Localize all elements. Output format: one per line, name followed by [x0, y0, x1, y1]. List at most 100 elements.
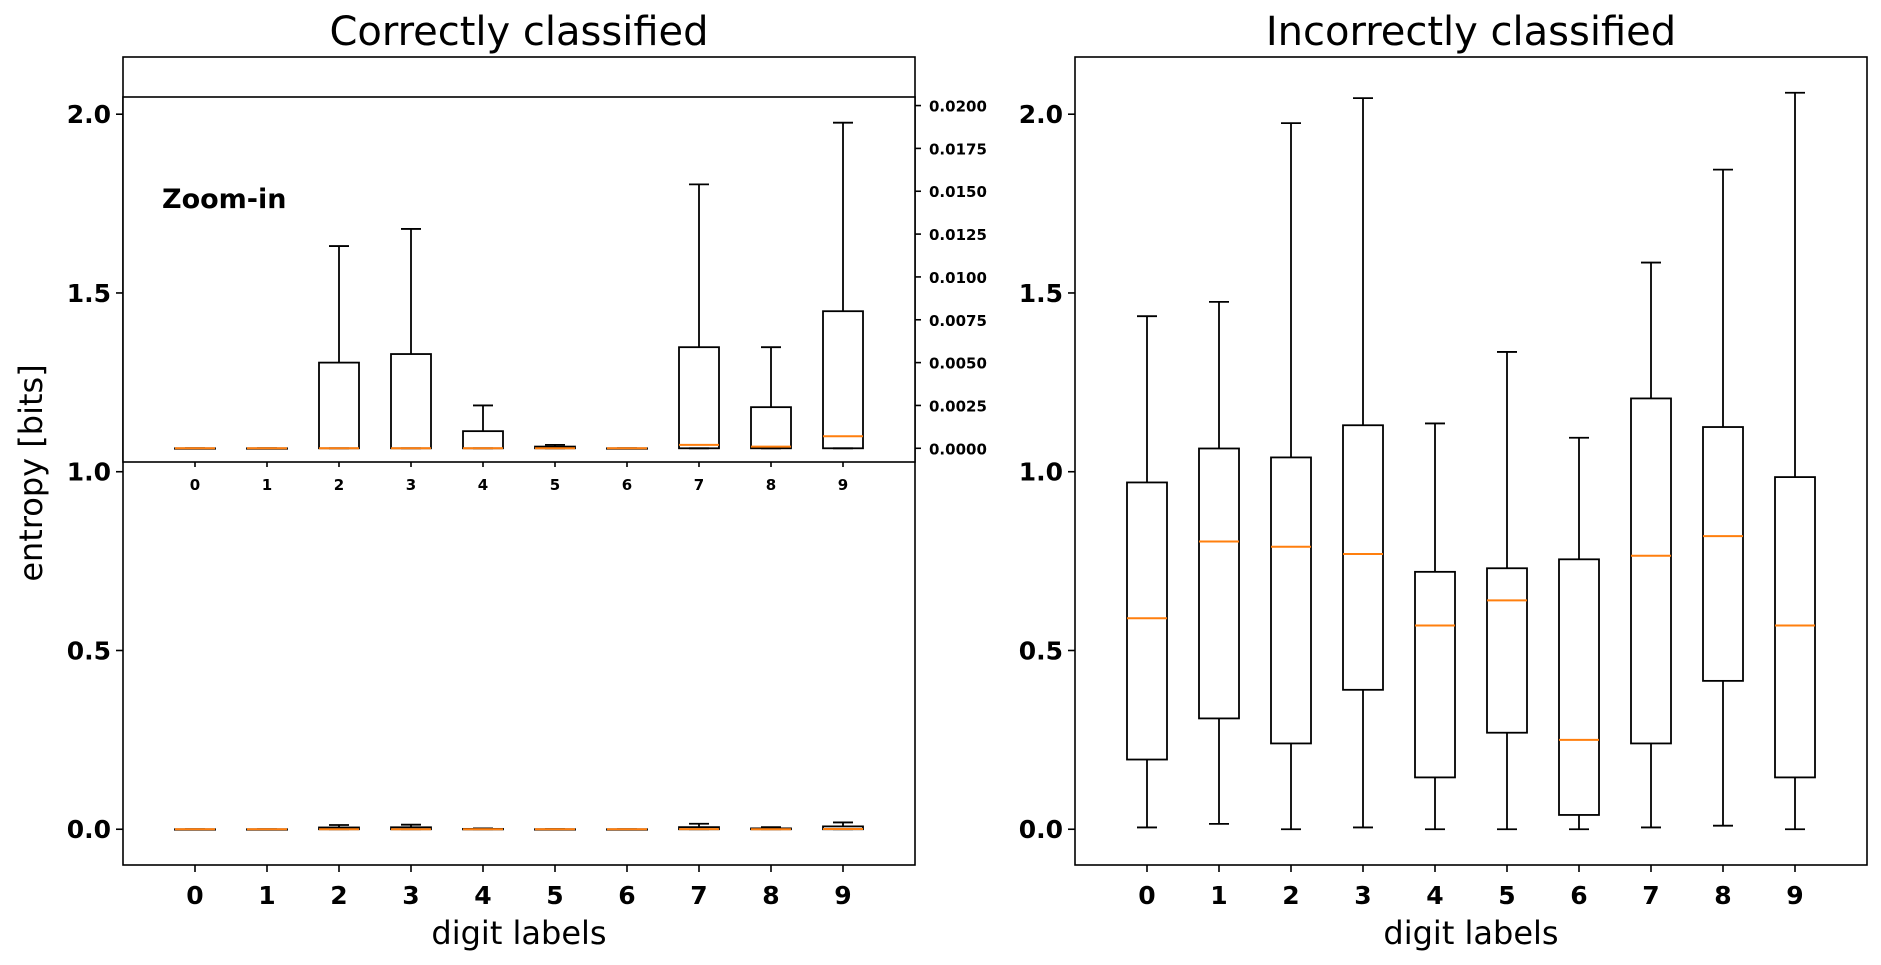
inset-x-tick-label: 6 [622, 476, 632, 494]
inset-box-digit-5 [534, 443, 576, 450]
box-digit-9 [822, 821, 864, 831]
inset-y-tick-label: 0.0125 [929, 226, 987, 244]
inset-iqr-box [750, 406, 792, 450]
zoom-in-annotation: Zoom-in [162, 184, 287, 215]
inset-iqr-box [678, 346, 720, 450]
box-digit-4 [1414, 422, 1456, 831]
box-digit-0 [1126, 315, 1168, 829]
iqr-box [1198, 447, 1240, 720]
chart-title: Correctly classified [329, 9, 708, 55]
box-digit-3 [1342, 97, 1384, 829]
inset-x-tick-label: 8 [766, 476, 776, 494]
box-digit-9 [1774, 91, 1816, 831]
left-panel: Correctly classified digit labels entropy … [12, 9, 987, 952]
x-tick-label: 1 [1210, 881, 1227, 910]
inset-frame [122, 96, 916, 463]
iqr-box [1126, 481, 1168, 761]
chart-title: Incorrectly classified [1266, 9, 1676, 55]
inset-y-tick-label: 0.0000 [929, 440, 987, 458]
x-tick-label: 9 [1786, 881, 1803, 910]
inset-box-digit-0 [174, 447, 216, 450]
x-tick-label: 7 [1642, 881, 1659, 910]
x-tick-label: 1 [258, 881, 275, 910]
inset-box-digit-4 [462, 404, 504, 450]
y-tick-label: 2.0 [1019, 100, 1063, 129]
y-tick-label: 0.0 [1019, 815, 1063, 844]
box-digit-4 [462, 827, 504, 831]
zoom-inset: Zoom-in 0.0000 0.0025 0.0050 0.0075 0.0100 0.0… [122, 96, 987, 494]
inset-x-tick-label: 7 [694, 476, 704, 494]
iqr-box [1270, 456, 1312, 745]
inset-box-digit-6 [606, 447, 648, 450]
x-tick-label: 6 [1570, 881, 1587, 910]
x-tick-label: 9 [834, 881, 851, 910]
inset-box-digit-9 [822, 121, 864, 450]
y-tick-label: 1.0 [1019, 458, 1063, 487]
x-tick-label: 8 [1714, 881, 1731, 910]
box-digit-7 [678, 822, 720, 831]
inset-y-tick-label: 0.0175 [929, 140, 987, 158]
inset-x-tick-label: 4 [478, 476, 488, 494]
inset-y-tick-label: 0.0025 [929, 397, 987, 415]
inset-x-tick-label: 2 [334, 476, 344, 494]
inset-x-tick-label: 9 [838, 476, 848, 494]
x-tick-label: 5 [1498, 881, 1515, 910]
plot-frame [1074, 56, 1868, 866]
x-tick-label: 5 [546, 881, 563, 910]
box-digit-2 [1270, 122, 1312, 831]
iqr-box [1558, 558, 1600, 816]
iqr-box [1486, 567, 1528, 734]
box-digit-5 [534, 828, 576, 831]
x-axis-label: digit labels [431, 914, 606, 952]
x-tick-label: 3 [402, 881, 419, 910]
inset-x-tick-label: 0 [190, 476, 200, 494]
iqr-box [1630, 397, 1672, 745]
box-digit-5 [1486, 351, 1528, 831]
y-tick-label: 1.5 [67, 279, 111, 308]
iqr-box [1702, 426, 1744, 682]
inset-y-tick-label: 0.0050 [929, 355, 987, 373]
inset-box-digit-2 [318, 245, 360, 450]
inset-x-tick-label: 1 [262, 476, 272, 494]
inset-y-tick-label: 0.0200 [929, 98, 987, 116]
y-axis-label: entropy [bits] [12, 364, 50, 581]
box-digit-0 [174, 828, 216, 831]
box-digit-6 [606, 828, 648, 831]
x-tick-label: 3 [1354, 881, 1371, 910]
box-digit-8 [1702, 168, 1744, 827]
iqr-box [1774, 476, 1816, 779]
x-tick-label: 0 [186, 881, 203, 910]
inset-x-tick-label: 5 [550, 476, 560, 494]
inset-x-tick-label: 3 [406, 476, 416, 494]
box-digit-2 [318, 824, 360, 831]
inset-iqr-box [822, 310, 864, 450]
box-digit-3 [390, 823, 432, 831]
x-tick-label: 4 [474, 881, 491, 910]
y-tick-label: 2.0 [67, 100, 111, 129]
inset-box-digit-1 [246, 447, 288, 450]
x-tick-label: 2 [1282, 881, 1299, 910]
box-digit-7 [1630, 261, 1672, 829]
box-digit-8 [750, 826, 792, 831]
x-tick-label: 2 [330, 881, 347, 910]
inset-box-digit-8 [750, 346, 792, 450]
inset-box-digit-7 [678, 183, 720, 450]
box-digit-6 [1558, 436, 1600, 831]
y-tick-label: 1.5 [1019, 279, 1063, 308]
right-panel: Incorrectly classified digit labels 0.0 0.5… [1019, 9, 1868, 952]
y-tick-label: 0.5 [1019, 636, 1063, 665]
x-tick-label: 8 [762, 881, 779, 910]
x-tick-label: 0 [1138, 881, 1155, 910]
box-digit-1 [246, 828, 288, 831]
x-tick-label: 6 [618, 881, 635, 910]
iqr-box [1342, 424, 1384, 691]
inset-box-digit-3 [390, 228, 432, 450]
x-tick-label: 4 [1426, 881, 1443, 910]
box-digit-1 [1198, 301, 1240, 825]
inset-y-tick-label: 0.0075 [929, 312, 987, 330]
inset-y-tick-label: 0.0100 [929, 269, 987, 287]
y-tick-label: 0.0 [67, 815, 111, 844]
x-tick-label: 7 [690, 881, 707, 910]
x-axis-label: digit labels [1383, 914, 1558, 952]
